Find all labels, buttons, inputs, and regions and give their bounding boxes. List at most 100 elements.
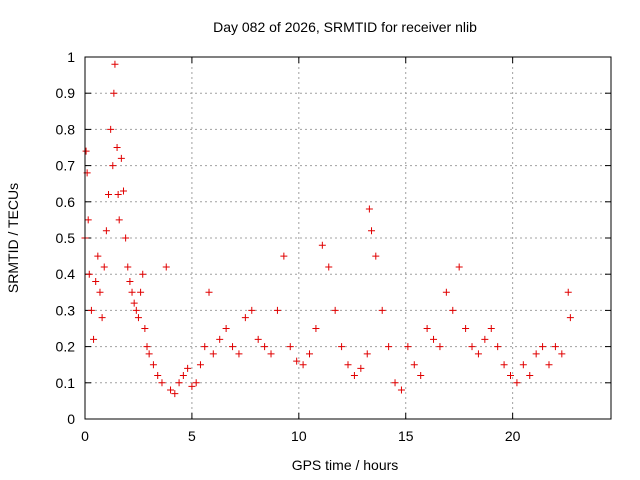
data-point <box>430 335 438 343</box>
y-tick-label: 1 <box>67 49 75 65</box>
data-point <box>111 60 119 68</box>
data-point <box>318 241 326 249</box>
y-tick-label: 0.1 <box>56 375 76 391</box>
x-tick-label: 20 <box>505 428 521 444</box>
data-point <box>455 263 463 271</box>
data-point <box>209 350 217 358</box>
data-point <box>100 263 108 271</box>
data-point <box>365 205 373 213</box>
data-point <box>184 364 192 372</box>
y-tick-label: 0 <box>67 411 75 427</box>
data-point <box>442 288 450 296</box>
data-point <box>145 350 153 358</box>
data-point <box>344 361 352 369</box>
x-axis-ticks: 0 5 10 15 20 <box>81 57 521 444</box>
data-point <box>372 252 380 260</box>
data-point <box>82 147 90 155</box>
chart-title: Day 082 of 2026, SRMTID for receiver nli… <box>213 19 477 35</box>
y-tick-label: 0.3 <box>56 302 76 318</box>
data-point <box>222 325 230 332</box>
data-point <box>192 379 200 387</box>
data-point <box>132 306 140 314</box>
data-point <box>481 335 489 343</box>
data-point <box>293 357 301 365</box>
data-point <box>188 382 196 390</box>
data-point <box>519 361 527 369</box>
data-point <box>175 379 183 387</box>
y-tick-label: 0.7 <box>56 158 76 174</box>
data-point <box>261 343 269 351</box>
data-point <box>487 325 495 332</box>
data-point <box>474 350 482 358</box>
data-point <box>545 361 553 369</box>
data-point <box>378 306 386 314</box>
y-tick-label: 0.6 <box>56 194 76 210</box>
x-axis-label: GPS time / hours <box>292 457 399 473</box>
data-point <box>558 350 566 358</box>
data-point <box>423 325 431 332</box>
data-point <box>171 390 179 398</box>
data-point <box>87 306 95 314</box>
data-point <box>141 325 149 332</box>
data-point <box>526 372 534 380</box>
data-point <box>368 227 376 235</box>
data-point <box>494 343 502 351</box>
x-tick-label: 0 <box>81 428 89 444</box>
y-axis-ticks: 0 0.1 0.2 0.3 0.4 0.5 0.6 0.7 0.8 0.9 1 <box>56 49 611 427</box>
data-point <box>229 343 237 351</box>
data-point <box>273 306 281 314</box>
data-point <box>179 372 187 380</box>
data-point <box>436 343 444 351</box>
data-point <box>114 191 122 199</box>
x-tick-label: 15 <box>398 428 414 444</box>
data-point <box>139 270 147 278</box>
data-point <box>126 277 134 285</box>
data-point <box>410 361 418 369</box>
data-point <box>254 335 262 343</box>
data-point <box>248 306 256 314</box>
data-point <box>85 270 93 278</box>
data-point <box>564 288 572 296</box>
data-point <box>286 343 294 351</box>
data-point <box>513 379 521 387</box>
data-point <box>331 306 339 314</box>
data-point <box>105 191 113 199</box>
y-tick-label: 0.9 <box>56 85 76 101</box>
x-tick-label: 10 <box>291 428 307 444</box>
y-tick-label: 0.4 <box>56 266 76 282</box>
data-point <box>417 372 425 380</box>
data-point <box>500 361 508 369</box>
data-point <box>468 343 476 351</box>
data-point <box>551 343 559 351</box>
data-point <box>98 314 106 322</box>
data-point <box>532 350 540 358</box>
data-point <box>162 263 170 271</box>
data-point <box>325 263 333 271</box>
data-point <box>312 325 320 332</box>
data-point <box>216 335 224 343</box>
data-point <box>107 125 115 133</box>
data-point <box>154 372 162 380</box>
grid-lines <box>85 57 611 419</box>
data-point <box>167 386 175 394</box>
data-point <box>113 144 121 151</box>
data-point <box>130 299 138 307</box>
data-point <box>137 288 145 296</box>
data-point <box>134 314 142 322</box>
data-point <box>96 288 104 296</box>
data-points <box>81 60 574 398</box>
data-point <box>385 343 393 351</box>
data-point <box>338 343 346 351</box>
x-tick-label: 5 <box>188 428 196 444</box>
data-point <box>124 263 132 271</box>
y-tick-label: 0.5 <box>56 230 76 246</box>
data-point <box>235 350 243 358</box>
y-tick-label: 0.8 <box>56 121 76 137</box>
data-point <box>90 335 98 343</box>
y-axis-label: SRMTID / TECUs <box>5 183 21 293</box>
data-point <box>397 386 405 394</box>
data-point <box>357 364 365 372</box>
data-point <box>391 379 399 387</box>
data-point <box>128 288 136 296</box>
data-point <box>92 277 100 285</box>
